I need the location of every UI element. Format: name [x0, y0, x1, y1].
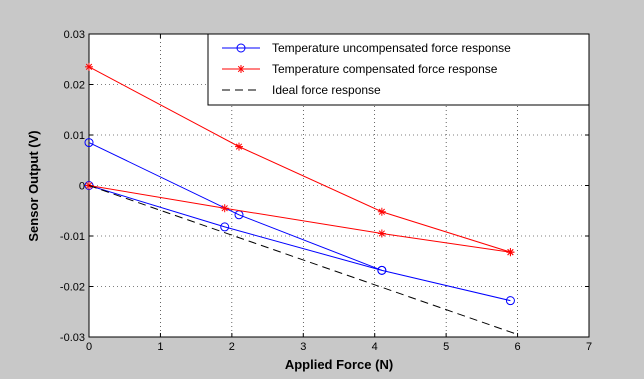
- data-point: [220, 204, 229, 213]
- data-point: [220, 222, 230, 232]
- legend-label: Ideal force response: [272, 83, 381, 97]
- data-point: [377, 265, 387, 275]
- data-point: [377, 207, 386, 216]
- series-2: [88, 185, 518, 335]
- series-1: [85, 62, 515, 257]
- y-tick-label: -0.03: [60, 332, 85, 344]
- data-point: [506, 248, 515, 257]
- series-0: [84, 138, 515, 306]
- data-point: [84, 138, 94, 148]
- y-tick-label: -0.02: [60, 282, 85, 294]
- x-tick-label: 7: [586, 341, 592, 353]
- y-tick-label: 0.03: [64, 29, 85, 41]
- legend-label: Temperature compensated force response: [272, 62, 498, 76]
- legend-marker: [237, 65, 245, 73]
- series-line: [88, 66, 511, 253]
- x-tick-label: 6: [515, 341, 521, 353]
- x-axis-title: Applied Force (N): [285, 357, 393, 372]
- x-tick-label: 4: [372, 341, 378, 353]
- series-line: [88, 142, 383, 271]
- x-tick-label: 5: [443, 341, 449, 353]
- data-point: [85, 62, 93, 71]
- data-point: [377, 229, 386, 238]
- legend-label: Temperature uncompensated force response: [272, 41, 511, 55]
- y-tick-label: 0: [79, 181, 85, 193]
- data-point: [505, 296, 515, 306]
- x-tick-label: 2: [229, 341, 235, 353]
- legend-box: [207, 33, 590, 106]
- data-point: [235, 142, 243, 151]
- series-line: [88, 185, 518, 335]
- legend-marker: [236, 43, 246, 53]
- y-axis-title: Sensor Output (V): [26, 130, 41, 241]
- series-line: [88, 185, 511, 253]
- x-tick-label: 0: [86, 341, 92, 353]
- series-line: [88, 185, 511, 302]
- x-tick-label: 3: [300, 341, 306, 353]
- y-tick-label: 0.01: [64, 130, 85, 142]
- y-tick-label: -0.01: [60, 231, 85, 243]
- series-lines: [84, 62, 518, 335]
- legend: Temperature uncompensated force response…: [207, 33, 590, 106]
- y-tick-label: 0.02: [64, 80, 85, 92]
- x-tick-label: 1: [157, 341, 163, 353]
- axis-ticks: 0 1 2 3 4 5 6 7 -0.03 -0.02 -0.01 0 0.01 0.02 0.03: [60, 29, 592, 353]
